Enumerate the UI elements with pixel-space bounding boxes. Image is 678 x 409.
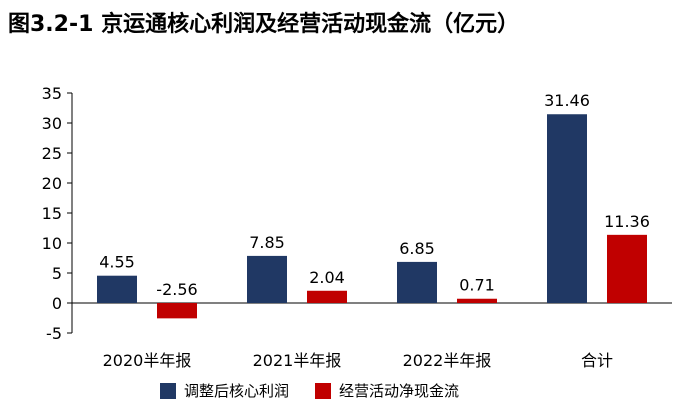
y-tick-label: 5 [52, 264, 62, 283]
data-label: 11.36 [604, 212, 650, 231]
y-tick-label: 30 [42, 114, 62, 133]
legend-swatch-series-1 [160, 382, 176, 399]
legend-label-series-2: 经营活动净现金流 [339, 382, 460, 400]
y-tick-label: -5 [46, 324, 62, 343]
bar-1 [397, 261, 437, 303]
data-label: 0.71 [459, 276, 495, 295]
data-label: 6.85 [399, 239, 435, 258]
bar-2 [457, 298, 497, 303]
x-tick-label: 合计 [581, 351, 613, 370]
bar-1 [547, 114, 587, 304]
y-tick-label: 35 [42, 84, 62, 103]
y-tick-label: 20 [42, 174, 62, 193]
y-tick-label: 25 [42, 144, 62, 163]
data-label: 4.55 [99, 253, 135, 272]
bar-2 [607, 234, 647, 303]
legend: 调整后核心利润 经营活动净现金流 [160, 380, 485, 401]
y-tick-label: 15 [42, 204, 62, 223]
data-label: 7.85 [249, 233, 285, 252]
y-tick-label: 10 [42, 234, 62, 253]
data-label: -2.56 [156, 280, 197, 299]
bar-2 [307, 290, 347, 303]
legend-label-series-1: 调整后核心利润 [184, 382, 290, 400]
legend-item-series-1: 调整后核心利润 [160, 380, 289, 401]
bar-chart: -5 0 5 10 15 20 25 30 35 4.55 -2.56 2020半年报 7.85 2.04… [42, 84, 672, 370]
bar-1 [247, 255, 287, 303]
x-tick-label: 2021半年报 [253, 351, 342, 370]
y-tick-label: 0 [52, 294, 62, 313]
chart-title: 图3.2-1 京运通核心利润及经营活动现金流（亿元） [8, 12, 520, 37]
data-label: 2.04 [309, 268, 345, 287]
x-tick-label: 2022半年报 [403, 351, 492, 370]
legend-item-series-2: 经营活动净现金流 [315, 380, 459, 401]
x-tick-label: 2020半年报 [103, 351, 192, 370]
bar-1 [97, 275, 137, 303]
data-label: 31.46 [544, 91, 590, 110]
legend-swatch-series-2 [315, 382, 332, 399]
bar-2 [157, 303, 197, 319]
